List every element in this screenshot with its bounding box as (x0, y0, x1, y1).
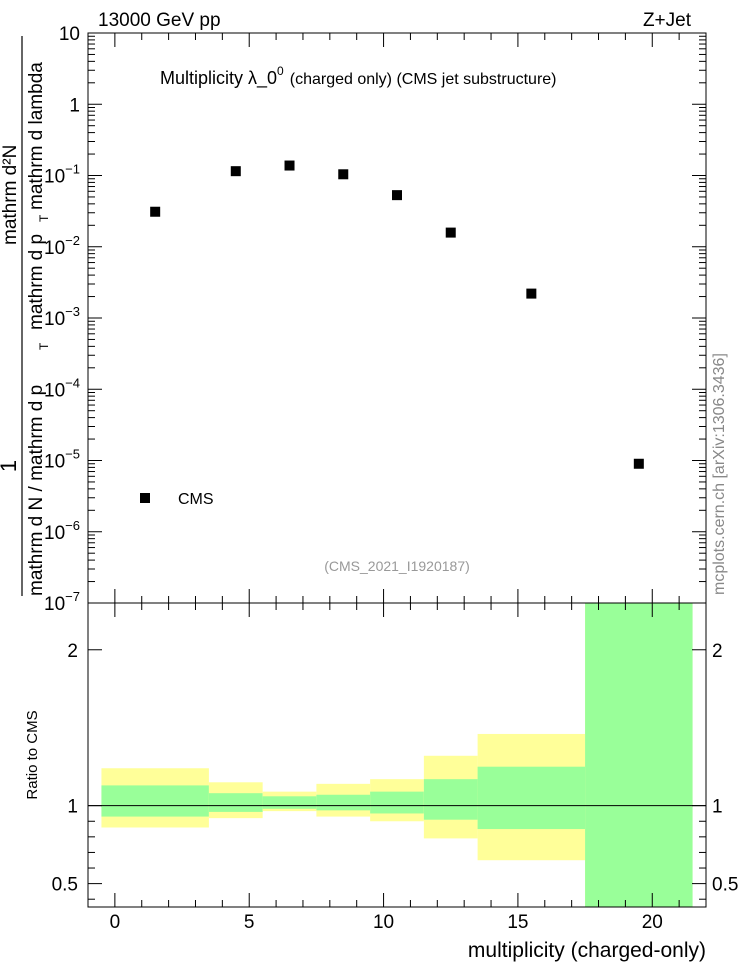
ratio-tick-labels: 0 5 10 15 20 0.5 0.5 1 1 2 2 (52, 641, 739, 933)
cms-data-point (150, 206, 161, 217)
main-y-tick-base: 10 (44, 309, 65, 330)
ratio-y-tick-label: 2 (67, 641, 78, 662)
main-y-tick-label: 10 (59, 24, 80, 45)
main-y-tick-exp: −5 (65, 447, 80, 462)
ylabel-num2-sub: T (37, 214, 51, 222)
ylabel-denominator: mathrm d N / mathrm d p (26, 385, 47, 596)
ylabel-lambda: mathrm d lambda (26, 62, 47, 210)
ylabel-numerator: 1 (0, 460, 21, 472)
title-rest: (charged only) (CMS jet substructure) (290, 71, 557, 88)
main-y-tick-label: 10−1 (44, 162, 80, 188)
main-frame (87, 32, 707, 604)
ratio-x-tick-label: 5 (244, 912, 255, 933)
ratio-y-tick-label: 0.5 (52, 875, 78, 896)
ratio-y-tick-label: 1 (67, 797, 78, 818)
ratio-band-green (585, 603, 693, 907)
ratio-band-green (423, 779, 478, 820)
process-label: Z+Jet (643, 10, 692, 31)
ylabel-num2-den: mathrm d p (26, 234, 47, 330)
cms-data-point (633, 458, 644, 469)
main-y-tick-label: 10−7 (44, 589, 80, 615)
ratio-bands (101, 603, 693, 907)
ratio-band-green (477, 766, 586, 830)
main-y-tick-exp: −1 (65, 162, 80, 177)
ratio-band-green (370, 791, 424, 814)
ratio-x-tick-label: 15 (507, 912, 528, 933)
main-y-tick-base: 10 (59, 24, 80, 45)
main-y-tick-label: 1 (69, 95, 80, 116)
legend-label-cms: CMS (178, 491, 214, 508)
ratio-ylabel: Ratio to CMS (24, 710, 41, 799)
analysis-id: (CMS_2021_I1920187) (324, 558, 470, 574)
ylabel-den-sub: T (37, 342, 51, 350)
cms-data-point (526, 288, 537, 299)
main-y-tick-base: 10 (44, 380, 65, 401)
cms-data-point (284, 160, 295, 171)
ratio-x-tick-label: 20 (642, 912, 663, 933)
ratio-frame (87, 602, 707, 908)
main-y-tick-label: 10−4 (44, 375, 80, 401)
ratio-x-tick-label: 0 (110, 912, 121, 933)
title-superscript: 0 (277, 64, 284, 78)
watermark: mcplots.cern.ch [arXiv:1306.3436] (711, 353, 728, 595)
ratio-y-tick-label-right: 1 (712, 797, 723, 818)
ratio-xlabel: multiplicity (charged-only) (468, 939, 706, 962)
legend-marker-cms (140, 493, 150, 503)
cms-data-points (150, 160, 644, 469)
cms-data-point (392, 190, 402, 201)
ratio-y-tick-label-right: 0.5 (712, 875, 738, 896)
ratio-band-green (262, 796, 317, 809)
main-y-tick-label: 10−5 (44, 447, 80, 473)
main-y-tick-label: 10−6 (44, 518, 80, 544)
cms-data-point (230, 166, 241, 177)
ratio-band-green (208, 793, 263, 812)
main-y-tick-label: 10−2 (44, 233, 80, 259)
chart-title: Multiplicity λ_00 (charged only) (CMS jet… (160, 64, 557, 89)
energy-label: 13000 GeV pp (98, 10, 221, 31)
ratio-panel: 0 5 10 15 20 0.5 0.5 1 1 2 2 Ratio to CMS multipli… (24, 602, 739, 962)
main-y-tick-exp: −6 (65, 518, 80, 533)
ratio-band-green (101, 785, 209, 817)
cms-data-point (338, 169, 349, 180)
ratio-x-tick-label: 10 (373, 912, 394, 933)
main-y-tick-base: 10 (44, 167, 65, 188)
ylabel-num2: mathrm d²N (0, 145, 21, 245)
main-y-tick-base: 10 (44, 452, 65, 473)
ratio-band-green (316, 794, 371, 811)
main-y-tick-exp: −2 (65, 233, 80, 248)
main-y-tick-label: 10−3 (44, 304, 80, 330)
main-y-tick-base: 1 (69, 95, 80, 116)
cms-data-point (445, 227, 456, 238)
main-y-tick-exp: −3 (65, 304, 80, 319)
title-main: Multiplicity λ_0 (160, 68, 277, 89)
main-y-tick-base: 10 (44, 523, 65, 544)
main-y-tick-base: 10 (44, 238, 65, 259)
main-y-tick-exp: −7 (65, 589, 80, 604)
ratio-y-tick-label-right: 2 (712, 641, 723, 662)
main-y-tick-base: 10 (44, 594, 65, 615)
main-tick-marks (87, 32, 707, 604)
main-y-tick-exp: −4 (65, 375, 80, 390)
